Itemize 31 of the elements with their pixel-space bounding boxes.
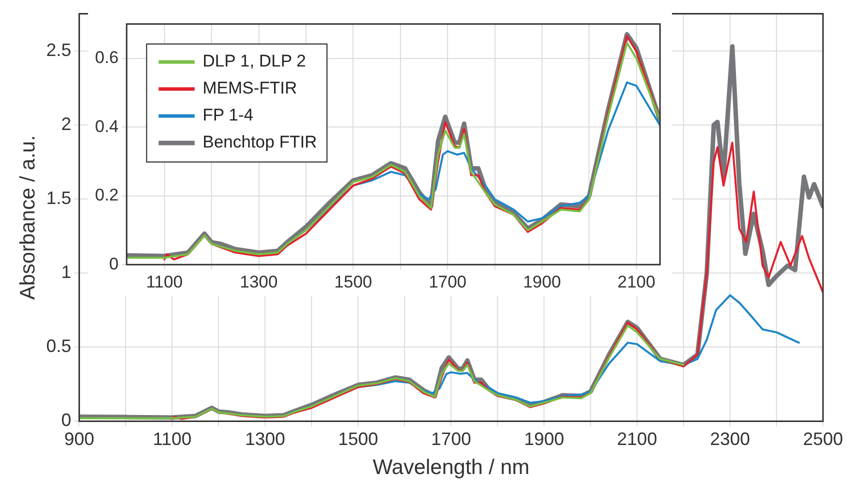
x-tick-label: 2100 bbox=[617, 428, 658, 449]
y-tick-label: 0 bbox=[109, 254, 119, 274]
x-tick-label: 1100 bbox=[146, 272, 183, 292]
legend-label: MEMS-FTIR bbox=[202, 78, 298, 98]
x-tick-label: 1100 bbox=[152, 428, 192, 449]
x-tick-label: 2100 bbox=[617, 272, 656, 292]
x-tick-label: 1900 bbox=[523, 272, 561, 292]
y-tick-label: 0.6 bbox=[94, 48, 119, 68]
x-tick-label: 1300 bbox=[240, 272, 278, 292]
y-tick-label: 2 bbox=[61, 114, 72, 134]
x-tick-label: 1900 bbox=[524, 428, 564, 449]
x-tick-label: 2500 bbox=[802, 428, 844, 449]
y-axis-title: Absorbance / a.u. bbox=[16, 135, 40, 300]
x-tick-label: 1700 bbox=[431, 428, 472, 449]
x-tick-label: 900 bbox=[64, 428, 94, 449]
x-tick-label: 1500 bbox=[334, 272, 372, 292]
y-tick-label: 0.4 bbox=[94, 116, 119, 136]
y-tick-label: 0 bbox=[61, 410, 72, 430]
legend-label: DLP 1, DLP 2 bbox=[202, 52, 306, 71]
x-tick-label: 2300 bbox=[710, 428, 750, 449]
x-tick-label: 1500 bbox=[338, 428, 378, 449]
y-tick-label: 0.2 bbox=[94, 186, 119, 205]
legend-label: FP 1-4 bbox=[202, 106, 254, 125]
y-tick-label: 1 bbox=[61, 262, 72, 282]
y-tick-label: 1.5 bbox=[46, 188, 72, 208]
x-tick-label: 1700 bbox=[428, 272, 467, 292]
legend-label: Benchtop FTIR bbox=[202, 132, 317, 152]
x-tick-label: 1300 bbox=[245, 428, 286, 449]
y-tick-label: 0.5 bbox=[46, 336, 72, 356]
y-tick-label: 2.5 bbox=[46, 40, 72, 60]
x-axis-title: Wavelength / nm bbox=[372, 456, 530, 480]
